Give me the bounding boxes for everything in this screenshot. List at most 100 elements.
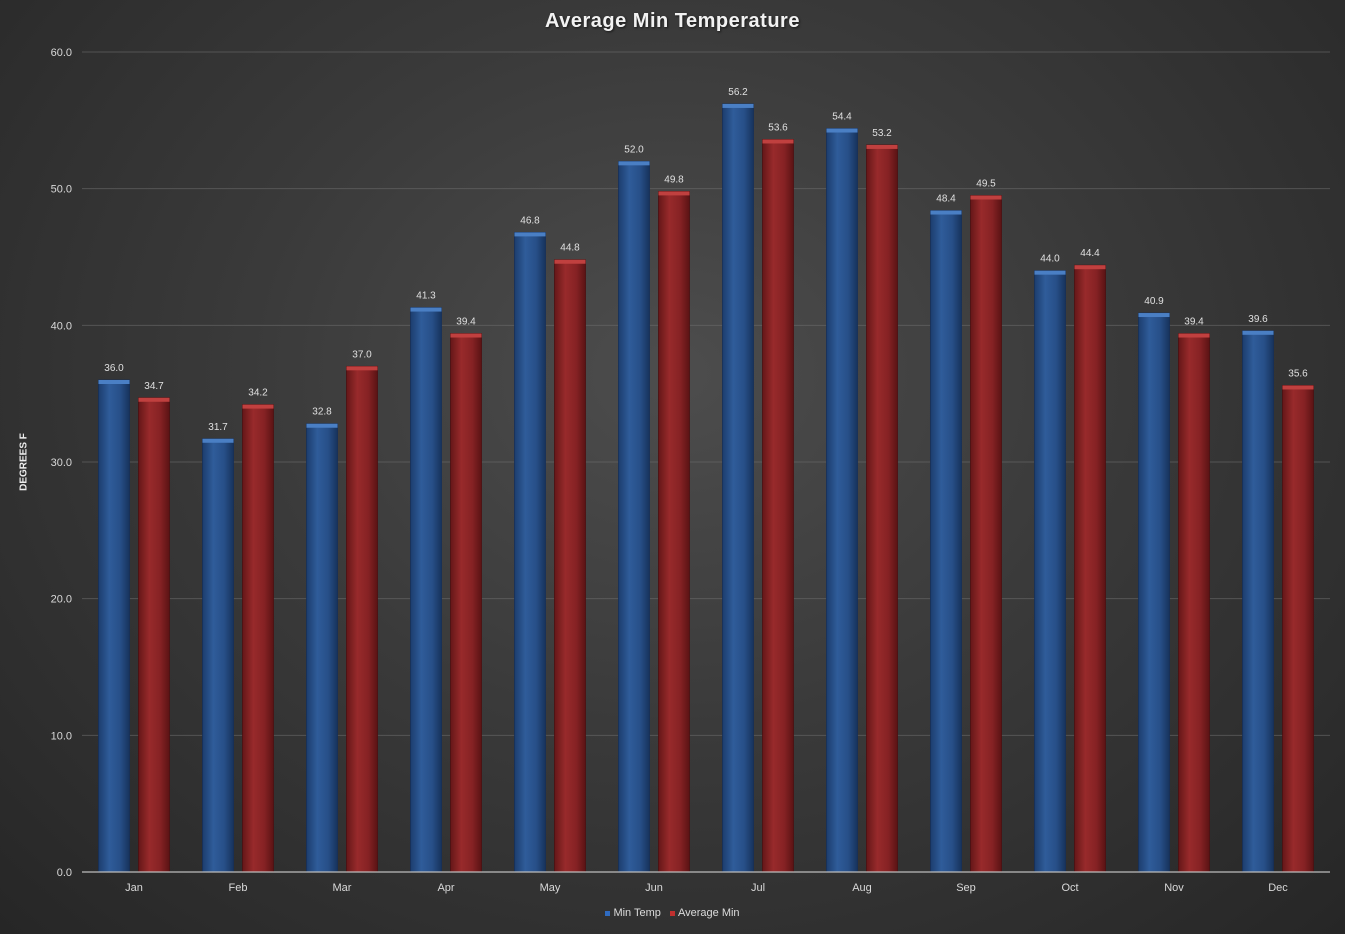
legend: Min Temp Average Min xyxy=(0,907,1345,919)
legend-label-min-temp: Min Temp xyxy=(613,907,661,919)
x-tick-label-sep: Sep xyxy=(956,882,976,894)
bar-min-temp-apr[interactable] xyxy=(410,307,442,873)
chart-title: Average Min Temperature xyxy=(545,10,800,32)
bar-average-min-nov[interactable] xyxy=(1178,333,1210,873)
legend-swatch-average-min xyxy=(669,910,675,916)
data-label-min-temp-may: 46.8 xyxy=(520,215,540,226)
bar-average-min-may[interactable] xyxy=(554,259,586,873)
bar-cap-min-temp-jan xyxy=(98,380,130,384)
bar-cap-min-temp-apr xyxy=(410,307,442,312)
data-label-min-temp-mar: 32.8 xyxy=(312,407,332,418)
bar-min-temp-dec[interactable] xyxy=(1242,330,1274,873)
bar-average-min-jun[interactable] xyxy=(658,190,690,873)
bar-cap-min-temp-may xyxy=(514,232,546,237)
bar-cap-average-min-jul xyxy=(762,139,794,144)
y-tick-label: 0.0 xyxy=(57,867,72,879)
x-tick-label-apr: Apr xyxy=(437,882,454,894)
data-label-average-min-oct: 44.4 xyxy=(1080,248,1100,259)
x-tick-label-jan: Jan xyxy=(125,882,143,894)
bars xyxy=(98,103,1314,873)
bar-cap-average-min-aug xyxy=(866,144,898,149)
legend-item-average-min[interactable]: Average Min xyxy=(669,907,740,919)
data-label-average-min-jun: 49.8 xyxy=(664,174,684,185)
bar-cap-min-temp-sep xyxy=(930,210,962,215)
data-label-average-min-sep: 49.5 xyxy=(976,179,996,190)
data-label-min-temp-apr: 41.3 xyxy=(416,291,436,302)
bar-cap-min-temp-aug xyxy=(826,128,858,133)
legend-label-average-min: Average Min xyxy=(677,907,740,919)
bar-average-min-jan[interactable] xyxy=(138,397,170,873)
bar-cap-average-min-jan xyxy=(138,397,170,402)
data-label-min-temp-jun: 52.0 xyxy=(624,144,644,155)
bar-cap-min-temp-nov xyxy=(1138,313,1170,318)
x-tick-label-nov: Nov xyxy=(1164,882,1184,894)
bar-min-temp-sep[interactable] xyxy=(930,210,962,873)
data-label-average-min-dec: 35.6 xyxy=(1288,368,1308,379)
bar-min-temp-may[interactable] xyxy=(514,231,546,873)
bar-min-temp-jan[interactable] xyxy=(98,379,130,873)
y-tick-label: 20.0 xyxy=(51,594,72,606)
x-tick-label-jul: Jul xyxy=(751,882,765,894)
x-tick-label-jun: Jun xyxy=(645,882,663,894)
bar-cap-min-temp-jul xyxy=(722,103,754,108)
bar-cap-min-temp-oct xyxy=(1034,270,1066,275)
data-label-average-min-may: 44.8 xyxy=(560,243,580,254)
bar-min-temp-jul[interactable] xyxy=(722,103,754,873)
data-label-min-temp-aug: 54.4 xyxy=(832,112,852,123)
bar-cap-average-min-sep xyxy=(970,195,1002,200)
legend-swatch-min-temp xyxy=(605,910,611,916)
data-label-average-min-nov: 39.4 xyxy=(1184,317,1204,328)
bar-min-temp-mar[interactable] xyxy=(306,423,338,873)
bar-average-min-feb[interactable] xyxy=(242,404,274,873)
data-label-average-min-jul: 53.6 xyxy=(768,122,788,133)
bar-cap-average-min-oct xyxy=(1074,265,1106,270)
data-label-average-min-aug: 53.2 xyxy=(872,128,892,139)
legend-item-min-temp[interactable]: Min Temp xyxy=(605,907,661,919)
bar-min-temp-nov[interactable] xyxy=(1138,312,1170,873)
bar-cap-average-min-feb xyxy=(242,404,274,409)
x-axis-ticks: Jan Feb Mar Apr May Jun Jul Aug Sep Oct Nov Dec xyxy=(125,882,1288,894)
bar-min-temp-feb[interactable] xyxy=(202,438,234,873)
data-label-min-temp-feb: 31.7 xyxy=(208,422,228,433)
x-tick-label-aug: Aug xyxy=(852,882,872,894)
x-tick-label-may: May xyxy=(540,882,561,894)
bar-average-min-dec[interactable] xyxy=(1282,385,1314,873)
bar-min-temp-oct[interactable] xyxy=(1034,270,1066,873)
bar-cap-min-temp-feb xyxy=(202,438,234,443)
data-label-min-temp-sep: 48.4 xyxy=(936,194,956,205)
y-tick-label: 30.0 xyxy=(51,457,72,469)
bar-average-min-oct[interactable] xyxy=(1074,264,1106,873)
bar-average-min-mar[interactable] xyxy=(346,365,378,873)
x-tick-label-dec: Dec xyxy=(1268,882,1288,894)
data-label-min-temp-jul: 56.2 xyxy=(728,87,748,98)
x-tick-label-mar: Mar xyxy=(333,882,352,894)
y-tick-label: 50.0 xyxy=(51,184,72,196)
bar-cap-average-min-dec xyxy=(1282,385,1314,390)
y-axis-ticks: 0.0 10.0 20.0 30.0 40.0 50.0 60.0 xyxy=(51,47,72,879)
bar-cap-average-min-nov xyxy=(1178,333,1210,338)
data-label-min-temp-nov: 40.9 xyxy=(1144,296,1164,307)
data-label-average-min-feb: 34.2 xyxy=(248,388,268,399)
data-labels: 36.0 34.7 31.7 34.2 32.8 37.0 41.3 39.4 46.8 44.8… xyxy=(104,87,1308,433)
bar-average-min-aug[interactable] xyxy=(866,144,898,873)
data-label-min-temp-dec: 39.6 xyxy=(1248,314,1268,325)
x-tick-label-feb: Feb xyxy=(229,882,248,894)
bar-cap-average-min-apr xyxy=(450,333,482,338)
bar-cap-average-min-may xyxy=(554,259,586,264)
bar-min-temp-jun[interactable] xyxy=(618,160,650,873)
y-tick-label: 10.0 xyxy=(51,730,72,742)
y-tick-label: 40.0 xyxy=(51,320,72,332)
data-label-min-temp-jan: 36.0 xyxy=(104,363,124,374)
y-tick-label: 60.0 xyxy=(51,47,72,59)
bar-cap-average-min-mar xyxy=(346,366,378,371)
bar-average-min-jul[interactable] xyxy=(762,139,794,873)
gridlines xyxy=(82,51,1330,736)
bar-cap-min-temp-jun xyxy=(618,161,650,166)
bar-average-min-sep[interactable] xyxy=(970,195,1002,873)
bar-average-min-apr[interactable] xyxy=(450,333,482,873)
bar-min-temp-aug[interactable] xyxy=(826,128,858,873)
data-label-average-min-jan: 34.7 xyxy=(144,381,164,392)
bar-cap-average-min-jun xyxy=(658,191,690,196)
